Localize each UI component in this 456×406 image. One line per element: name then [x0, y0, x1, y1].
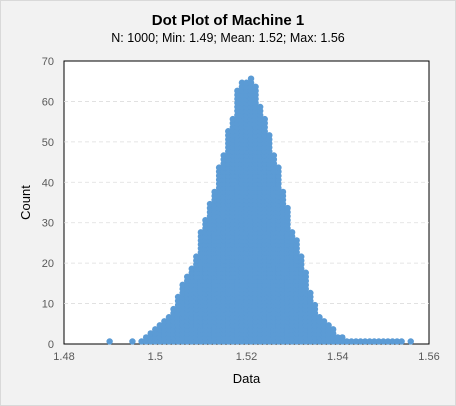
data-dot [243, 79, 250, 86]
data-dot [197, 229, 205, 236]
data-dot [352, 338, 360, 345]
data-dot [393, 338, 401, 345]
data-dot [206, 200, 214, 208]
data-dot [302, 269, 310, 276]
data-dot [270, 152, 278, 159]
data-dot [174, 293, 182, 301]
data-dot [284, 204, 291, 212]
data-dot [366, 338, 373, 345]
chart-title: Dot Plot of Machine 1 [151, 12, 305, 29]
data-dot [343, 338, 351, 345]
y-tick-label: 30 [42, 218, 54, 230]
data-dot [193, 253, 200, 260]
data-dot [220, 152, 227, 159]
data-dot [229, 115, 237, 123]
data-dot [298, 253, 305, 260]
data-dot [161, 318, 168, 325]
data-dot [156, 322, 164, 329]
data-dot [316, 314, 323, 321]
data-dot [357, 338, 364, 345]
data-dot [256, 103, 264, 111]
data-dot [334, 334, 341, 341]
data-dot [147, 330, 154, 337]
x-axis-label: Data [233, 371, 261, 386]
data-dot [375, 338, 383, 345]
data-dot [325, 322, 332, 329]
data-dot [389, 338, 396, 345]
chart-subtitle: N: 1000; Min: 1.49; Mean: 1.52; Max: 1.5… [111, 31, 345, 45]
data-dot [170, 305, 177, 313]
data-dot [275, 164, 282, 171]
data-dot [106, 338, 113, 345]
data-dot [261, 115, 268, 123]
data-dot [238, 79, 246, 86]
data-dot [129, 338, 136, 345]
data-dot [380, 338, 387, 345]
data-dot [142, 334, 150, 341]
data-dot [279, 188, 287, 196]
data-dot [407, 338, 414, 345]
y-tick-label: 60 [42, 96, 54, 108]
data-dot [179, 281, 186, 289]
data-dot [202, 216, 209, 224]
x-tick-label: 1.5 [148, 351, 163, 363]
x-tick-label: 1.54 [327, 351, 348, 363]
y-tick-label: 0 [48, 339, 54, 351]
data-dot [371, 338, 378, 345]
data-dot [384, 338, 392, 345]
data-dot [138, 338, 145, 345]
data-dot [234, 87, 241, 95]
x-tick-label: 1.52 [236, 351, 257, 363]
data-dot [266, 132, 273, 139]
data-dot [211, 188, 218, 196]
y-tick-label: 70 [42, 56, 54, 68]
data-dot [225, 128, 232, 135]
y-tick-label: 20 [42, 258, 54, 270]
dot-series [106, 75, 414, 345]
data-dot [361, 338, 369, 345]
data-dot [320, 318, 328, 325]
data-dot [188, 265, 195, 272]
x-tick-label: 1.48 [53, 351, 74, 363]
y-axis-ticks: 0 10 20 30 40 50 60 70 [42, 56, 54, 351]
data-dot [183, 273, 191, 280]
data-dot [348, 338, 355, 345]
data-dot [293, 237, 300, 244]
y-tick-label: 50 [42, 137, 54, 149]
y-tick-label: 40 [42, 177, 54, 189]
x-axis-ticks: 1.48 1.5 1.52 1.54 1.56 [53, 351, 439, 363]
data-dot [307, 289, 314, 297]
data-dot [165, 314, 173, 321]
data-dot [288, 229, 296, 236]
data-dot [152, 326, 159, 333]
data-dot [329, 326, 337, 333]
data-dot [339, 334, 346, 341]
y-axis-label: Count [18, 185, 33, 220]
y-tick-label: 10 [42, 299, 54, 311]
data-dot [247, 75, 255, 82]
data-dot [398, 338, 405, 345]
data-dot [311, 301, 319, 309]
data-dot [252, 83, 259, 90]
x-tick-label: 1.56 [418, 351, 439, 363]
data-dot [215, 164, 223, 171]
